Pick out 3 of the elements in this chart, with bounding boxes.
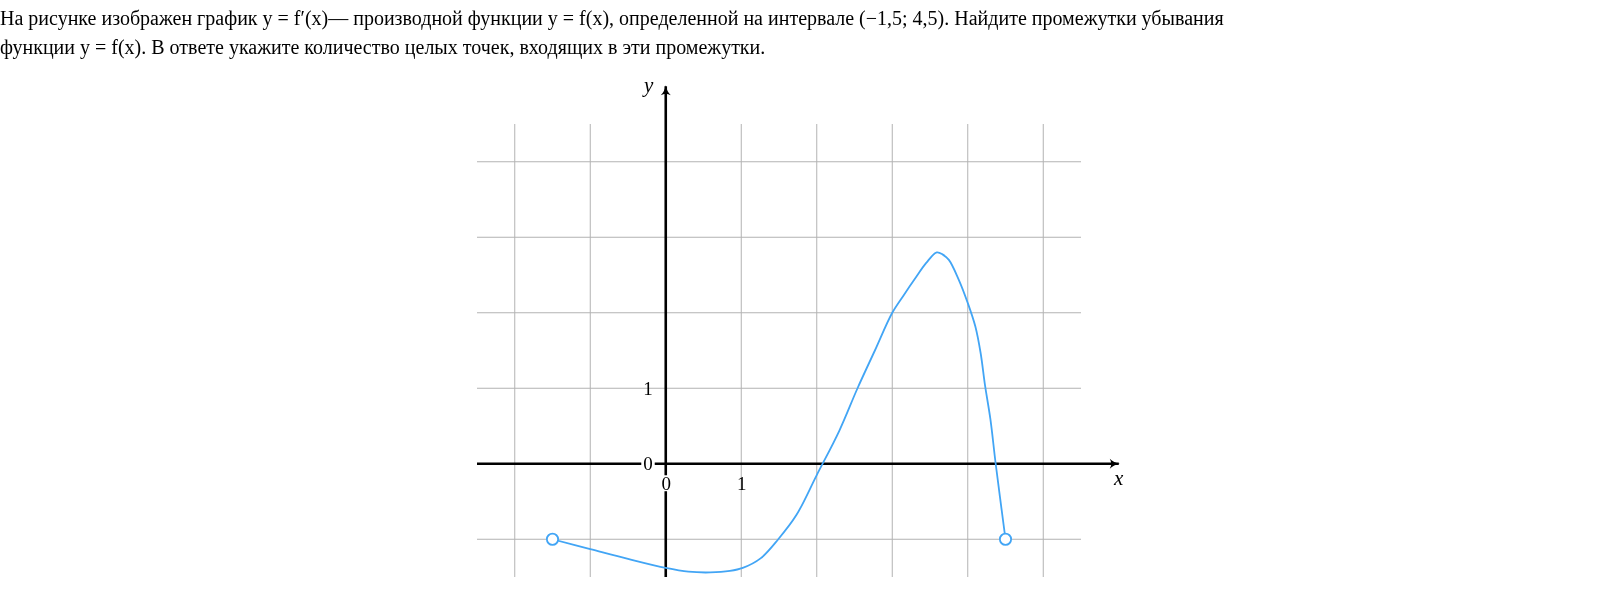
x-axis-title: x — [1113, 465, 1125, 490]
y-axis-title: y — [642, 72, 655, 97]
chart-title: На рисунке изображен график y = f′(x)— производной функции y = f(x), определенной на интервале (−1,5; 4,5). Найдите промежутки убывания функции y = f(x). В ответе укажите количество целых точек, входящих в эти промежутки. — [0, 6, 1225, 61]
